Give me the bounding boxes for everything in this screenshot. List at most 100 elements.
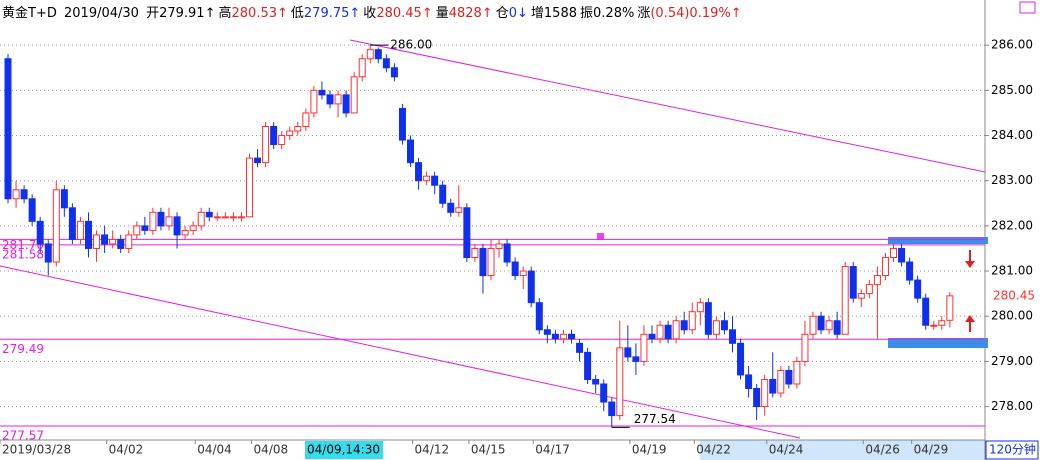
candle-body [125, 234, 133, 249]
header-field: 开279.91↑ [146, 6, 215, 21]
candle-body [825, 320, 833, 331]
candle-body [12, 189, 20, 200]
candle-body [229, 216, 237, 219]
candle-body [616, 347, 624, 417]
candle-body [20, 189, 28, 200]
y-tick-label: 284.00 [991, 128, 1033, 142]
candle-body [487, 247, 495, 277]
cursor-box [305, 441, 383, 459]
candle-body [382, 58, 390, 69]
candle-body [592, 378, 600, 385]
x-tick-label: 04/29 [914, 443, 949, 457]
y-tick-label: 285.00 [991, 83, 1033, 97]
candle-body [648, 333, 656, 340]
candle-body [101, 234, 109, 245]
candle-body [36, 220, 44, 245]
field-label: 低 [290, 6, 304, 21]
candle-body [294, 125, 302, 132]
field-value: 280.45↑ [376, 6, 433, 21]
zone-bar-lower [888, 338, 988, 348]
header: 黄金T+D 2019/04/30 开279.91↑ 高280.53↑ 低279.75… [2, 2, 745, 21]
candle-body [415, 162, 423, 182]
candle-body [495, 243, 503, 249]
candle-body [503, 243, 511, 263]
candle-body [398, 107, 406, 141]
field-value: 0↓ [508, 6, 528, 21]
candle-body [262, 125, 270, 164]
candle-body [358, 58, 366, 78]
field-label: 高 [218, 6, 232, 21]
candle-body [753, 388, 761, 408]
zone-bar-upper [888, 237, 988, 244]
candle-body [4, 58, 12, 200]
candle-body [286, 130, 294, 137]
candle-body [237, 216, 245, 219]
field-value: 279.91↑ [159, 6, 216, 21]
candle-body [737, 342, 745, 376]
x-tick-label: 2019/03/28 [2, 443, 71, 457]
candle-body [350, 76, 358, 114]
candle-body [833, 320, 841, 335]
candle-body [60, 189, 68, 209]
x-tick-label: 04/12 [415, 443, 450, 457]
candle-body [914, 279, 922, 299]
candle-body [463, 207, 471, 258]
period-box[interactable] [985, 440, 1039, 460]
candle-body [165, 216, 173, 227]
candle-body [519, 270, 527, 277]
candle-body [455, 207, 463, 213]
candle-body [310, 89, 318, 114]
candle-body [551, 333, 559, 340]
max-label: 286.00 [390, 38, 432, 52]
field-label: 涨 [637, 6, 651, 21]
candle-body [632, 356, 640, 362]
candle-body [334, 94, 342, 105]
candle-body [559, 333, 567, 340]
candle-body [873, 275, 881, 286]
candle-body [946, 295, 954, 321]
min-label: 277.54 [634, 412, 676, 426]
candle-body [471, 247, 479, 258]
candle-body [672, 320, 680, 340]
candle-body [254, 157, 262, 164]
candle-body [543, 329, 551, 335]
candle-body [173, 216, 181, 236]
header-field: 仓0↓ [496, 6, 528, 21]
x-tick-label: 04/08 [254, 443, 289, 457]
selection-strip [700, 440, 985, 460]
x-tick-label: 04/17 [535, 443, 570, 457]
period-label[interactable]: 120分钟 [989, 442, 1036, 457]
candle-body [246, 157, 253, 218]
corner-icon[interactable] [1019, 1, 1036, 14]
cursor-label: 04/09,14:30 [307, 443, 380, 457]
candle-body [624, 347, 632, 358]
candle-body [922, 297, 930, 326]
candle-body [479, 247, 487, 277]
candle-body [720, 320, 728, 331]
candle-body [600, 383, 608, 403]
candle-body [157, 211, 165, 227]
candle-body [141, 225, 149, 231]
field-value: 279.75↑ [303, 6, 361, 21]
candle-body [680, 320, 688, 331]
candle-body [865, 284, 873, 295]
x-tick-label: 04/04 [197, 443, 232, 457]
date: 2019/04/30 [64, 6, 139, 21]
candle-body [793, 360, 801, 385]
candle-body [938, 320, 946, 326]
arrow-down [965, 250, 975, 268]
candle-body [109, 238, 117, 245]
candle-body [511, 261, 519, 277]
symbol: 黄金T+D [2, 6, 57, 21]
field-value: 4828↑ [448, 6, 493, 21]
field-value: 1588 [543, 6, 577, 21]
field-label: 振 [580, 6, 594, 21]
y-tick-label: 280.00 [991, 309, 1033, 323]
field-value: (0.54)0.19%↑ [650, 6, 742, 21]
candle-body [841, 266, 849, 335]
candle-body [44, 243, 52, 263]
candle-body [729, 329, 736, 344]
candle-body [817, 315, 825, 331]
candle-body [857, 293, 865, 299]
candle-body [93, 234, 101, 249]
